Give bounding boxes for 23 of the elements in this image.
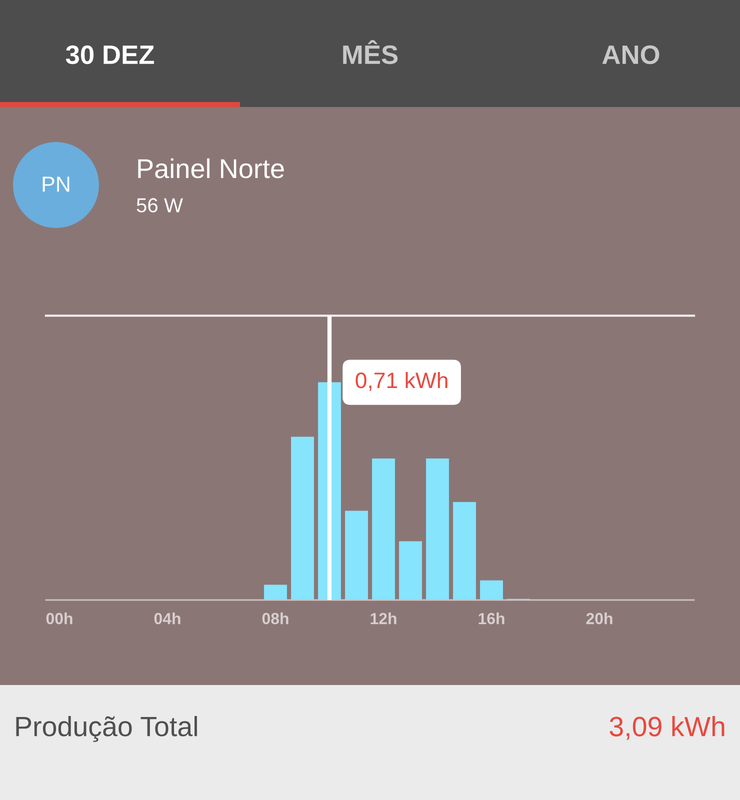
bar bbox=[345, 510, 368, 600]
chart-subtitle: 56 W bbox=[136, 198, 183, 212]
text: ANO bbox=[602, 45, 660, 64]
x-tick-label: 16h bbox=[478, 612, 504, 624]
bar bbox=[399, 541, 422, 600]
x-tick-label: 20h bbox=[586, 612, 612, 624]
annotation: 0,71 kWh bbox=[356, 372, 448, 391]
text: Produção Total bbox=[16, 716, 197, 742]
text: 30 DEZ bbox=[66, 45, 154, 64]
bar bbox=[480, 580, 503, 600]
text: MÊS bbox=[343, 40, 398, 64]
x-tick-label: 12h bbox=[370, 612, 396, 624]
x-tick-label: 04h bbox=[154, 612, 180, 624]
bar bbox=[426, 458, 449, 600]
x-tick-label: 08h bbox=[262, 612, 288, 624]
bar bbox=[291, 436, 314, 600]
x-tick-label: 00h bbox=[46, 612, 72, 624]
bar bbox=[453, 502, 476, 600]
bar bbox=[372, 458, 395, 600]
text: PN bbox=[42, 176, 70, 192]
bar bbox=[264, 584, 287, 600]
text: 3,09 kWh bbox=[610, 716, 724, 740]
chart-title: Painel Norte bbox=[138, 158, 284, 178]
